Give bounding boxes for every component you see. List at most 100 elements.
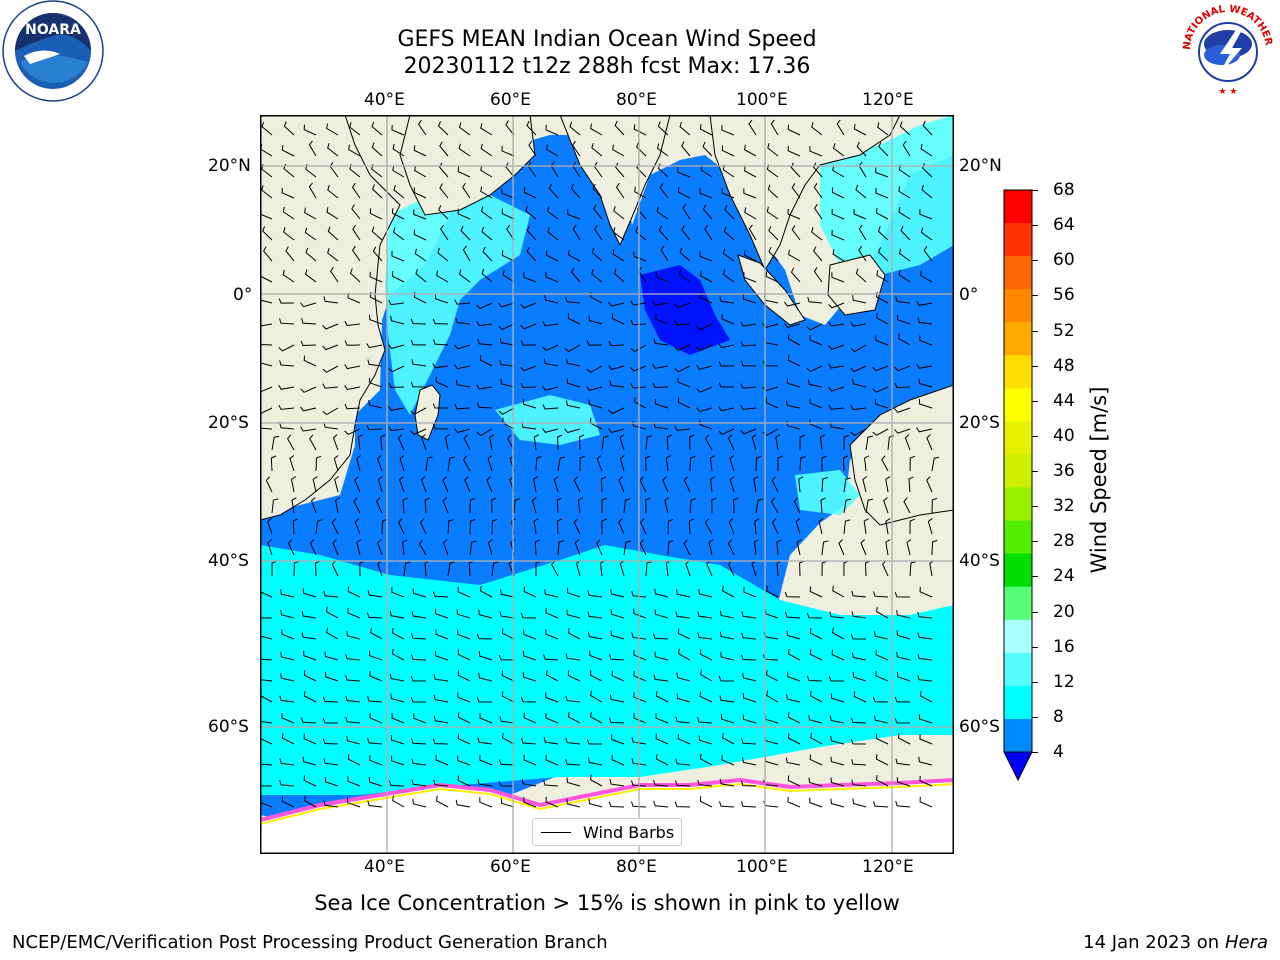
wind-barb [612, 249, 625, 262]
sea-ice-edge-inner [259, 782, 955, 825]
wind-barb [909, 561, 916, 577]
land-arabia [399, 114, 536, 216]
colorbar-tick-label: 32 [1053, 496, 1075, 517]
wind-barb [573, 518, 581, 535]
wind-barb [858, 245, 867, 262]
wind-barb [570, 267, 581, 283]
wind-barb [498, 407, 515, 415]
wind-barb [682, 203, 691, 220]
wind-barb [895, 296, 911, 304]
ocean-blue-patch [640, 265, 730, 355]
colorbar-tick-mark [1032, 365, 1038, 367]
wind-barb [832, 165, 845, 178]
wind-barb [596, 455, 603, 472]
wind-barb [613, 227, 625, 241]
wind-barb [852, 672, 867, 682]
wind-barb [526, 120, 537, 136]
wind-barb [481, 268, 493, 283]
wind-barb [830, 693, 845, 703]
wind-barb [410, 676, 427, 682]
wind-barb [545, 271, 559, 283]
wind-barb [388, 405, 405, 411]
ocean-light-band-mid [495, 395, 600, 445]
wind-barb [711, 497, 717, 514]
wind-barb [828, 363, 845, 369]
wind-barb [279, 779, 295, 787]
wind-barb [786, 630, 801, 640]
wind-barb [293, 560, 300, 577]
wind-barb [323, 758, 339, 766]
wind-barb [630, 383, 647, 389]
wind-barb [852, 798, 867, 808]
wind-barb [768, 225, 779, 241]
wind-barb [411, 758, 427, 766]
wind-barb [481, 226, 493, 241]
wind-barb [655, 271, 669, 283]
wind-barb [304, 207, 317, 220]
wind-barb [681, 141, 691, 157]
wind-barb [545, 713, 559, 724]
colorbar-segment [1004, 718, 1032, 753]
wind-barb [435, 650, 449, 661]
wind-barb [706, 560, 713, 577]
wind-barb [557, 434, 563, 451]
wind-barb [618, 518, 625, 535]
wind-barb [327, 248, 339, 262]
wind-barb [345, 653, 361, 661]
wind-barb [777, 455, 783, 471]
colorbar-segment [1004, 619, 1032, 654]
wind-barb [702, 141, 713, 157]
wind-barb [480, 123, 493, 136]
wind-barb [578, 434, 585, 451]
wind-barb [370, 627, 383, 640]
wind-barb [327, 143, 339, 157]
wind-barb [727, 434, 735, 451]
wind-barb [327, 226, 339, 241]
wind-barb [855, 184, 867, 199]
ocean-light-band-north [385, 190, 530, 415]
wind-barb [375, 497, 383, 514]
wind-barb [836, 119, 845, 136]
wind-barb [741, 738, 757, 745]
wind-barb [498, 654, 515, 661]
wind-barb [301, 632, 317, 640]
lat-tick-right-20s: 20°S [959, 413, 1000, 433]
wind-barb [287, 539, 295, 556]
wind-barb [876, 312, 889, 325]
wind-barb [766, 206, 779, 220]
wind-barb [931, 497, 938, 514]
lon-tick-bottom-60e: 60°E [490, 857, 531, 877]
wind-barb [755, 498, 764, 514]
wind-barb [667, 518, 674, 535]
wind-barb [591, 247, 603, 262]
wind-barb [719, 610, 735, 619]
wind-barb [878, 247, 889, 262]
wind-barb [855, 268, 867, 283]
wind-barb [462, 182, 471, 199]
wind-barb [569, 121, 581, 136]
wind-barb [499, 759, 515, 766]
footer-date: 14 Jan 2023 on Hera [1083, 932, 1268, 953]
chart-title: GEFS MEAN Indian Ocean Wind Speed [397, 27, 817, 52]
wind-barb [388, 780, 405, 787]
wind-barb [633, 713, 647, 724]
wind-barb [303, 775, 317, 787]
wind-barb [566, 358, 581, 367]
wind-barb [391, 124, 405, 136]
wind-barb [798, 476, 804, 493]
wind-barb [742, 692, 757, 703]
wind-barb [885, 539, 891, 556]
nws-logo: NATIONAL WEATHER SERVICE ★ ★ [1172, 0, 1280, 100]
wind-barb [923, 246, 933, 262]
wind-barb [864, 455, 870, 472]
colorbar-tick-label: 28 [1053, 531, 1075, 552]
wind-barb [323, 422, 339, 430]
wind-barb [743, 587, 757, 598]
wind-barb [479, 797, 493, 808]
wind-barb [851, 779, 867, 787]
wind-barb [415, 268, 427, 283]
wind-barb [664, 497, 670, 514]
wind-barb [876, 270, 889, 283]
wind-barb [875, 754, 889, 766]
wind-barb [346, 735, 361, 745]
